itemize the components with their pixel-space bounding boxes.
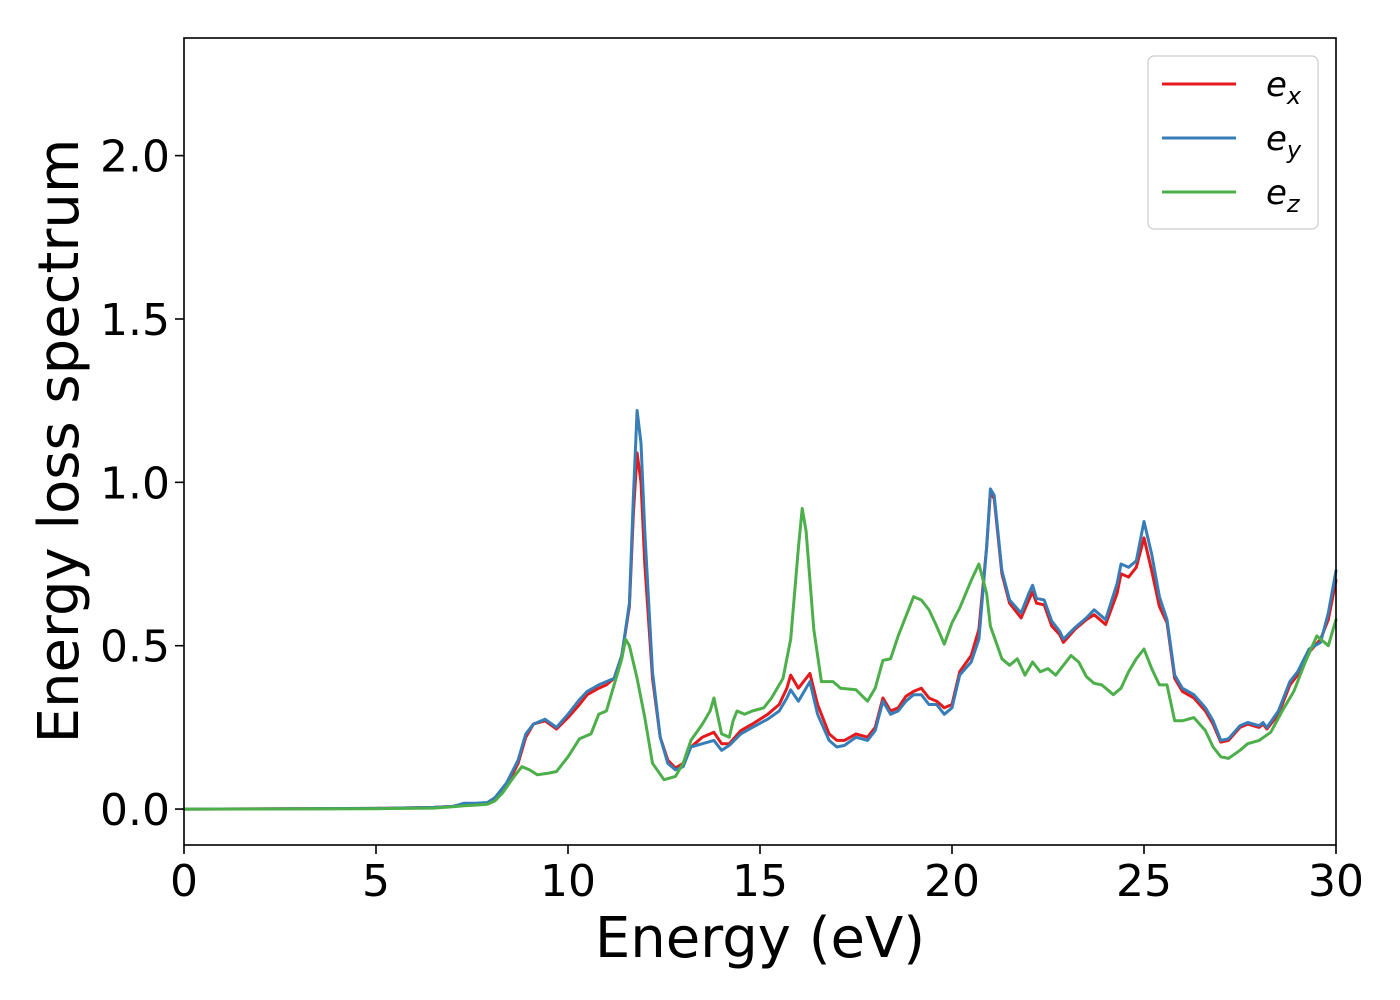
legend-label-ey: ey: [1266, 119, 1302, 164]
y-tick-label: 0.0: [100, 785, 170, 836]
x-tick-label: 20: [924, 856, 980, 907]
x-tick-label: 30: [1308, 856, 1364, 907]
x-tick-label: 10: [540, 856, 596, 907]
legend-label-base: e: [1266, 65, 1287, 105]
legend-label-base: e: [1266, 119, 1287, 159]
legend-label-subscript: x: [1286, 82, 1302, 110]
series-layer: [182, 409, 1338, 811]
y-tick-label: 0.5: [100, 622, 170, 673]
y-tick-label: 1.5: [100, 295, 170, 346]
legend-label-base: e: [1266, 173, 1287, 213]
x-axis-ticks: 0 5 10 15 20 25 30: [170, 845, 1364, 907]
series-line-ex: [182, 451, 1338, 811]
legend-label-ex: ex: [1266, 65, 1302, 110]
y-tick-label: 2.0: [100, 132, 170, 183]
x-tick-label: 5: [362, 856, 390, 907]
y-axis-ticks: 0.0 0.5 1.0 1.5 2.0: [100, 132, 184, 836]
x-axis-label: Energy (eV): [595, 906, 925, 971]
legend-label-subscript: z: [1286, 190, 1301, 218]
x-tick-label: 15: [732, 856, 788, 907]
legend-frame: [1147, 55, 1319, 230]
x-tick-label: 0: [170, 856, 198, 907]
legend-label-ez: ez: [1266, 173, 1301, 218]
series-line-ez: [182, 507, 1338, 811]
y-axis-label: Energy loss spectrum: [27, 139, 92, 744]
series-line-ey: [182, 409, 1338, 811]
y-tick-label: 1.0: [100, 458, 170, 509]
legend-label-subscript: y: [1286, 136, 1302, 164]
x-tick-label: 25: [1116, 856, 1172, 907]
